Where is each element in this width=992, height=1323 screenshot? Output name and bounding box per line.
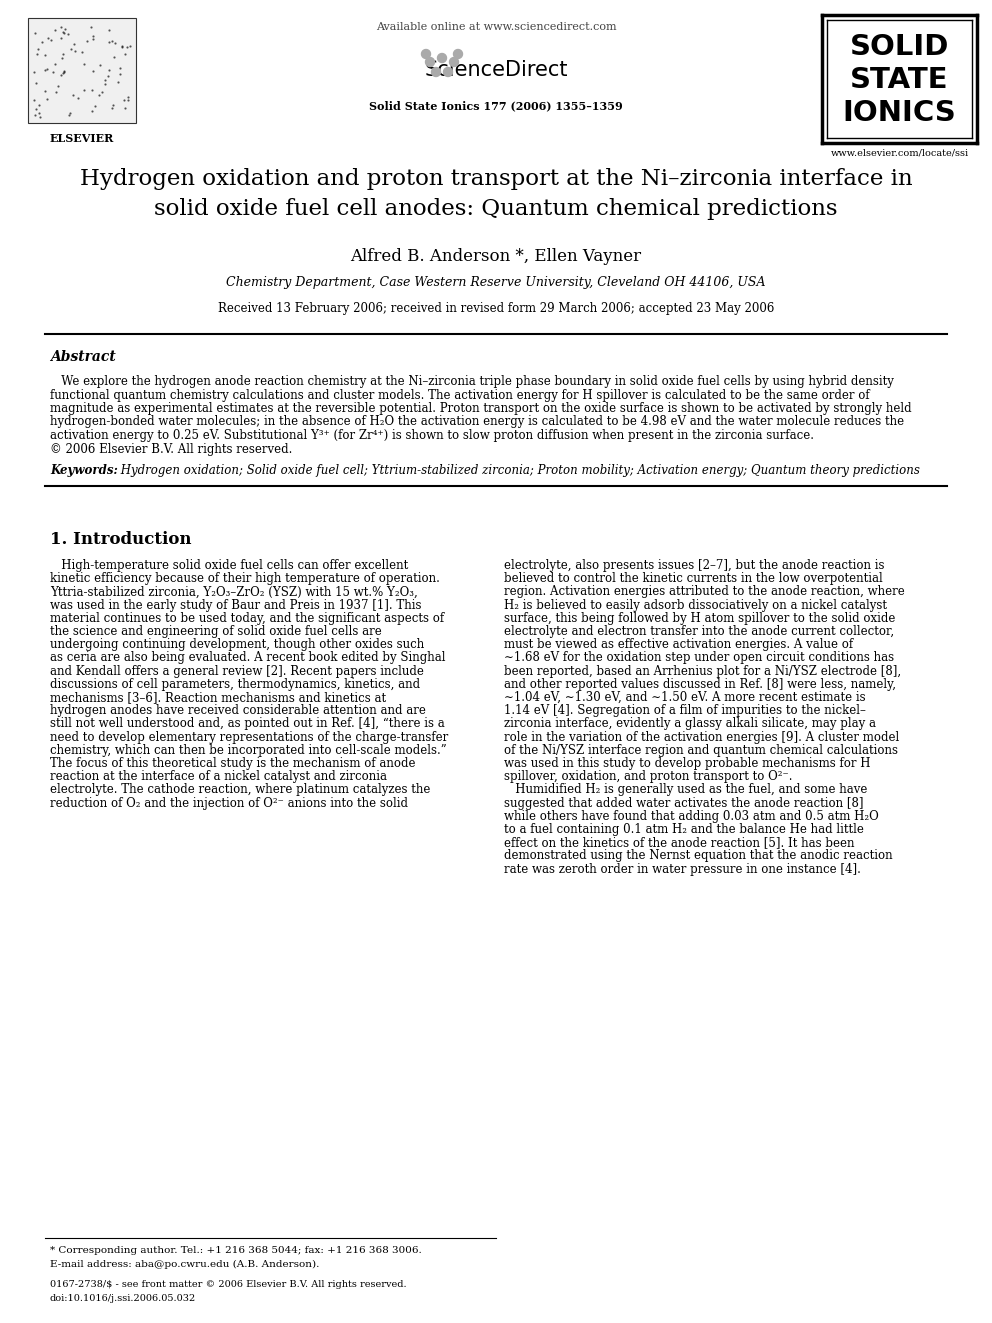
Text: © 2006 Elsevier B.V. All rights reserved.: © 2006 Elsevier B.V. All rights reserved… bbox=[50, 442, 293, 455]
Text: and other reported values discussed in Ref. [8] were less, namely,: and other reported values discussed in R… bbox=[504, 677, 896, 691]
Text: High-temperature solid oxide fuel cells can offer excellent: High-temperature solid oxide fuel cells … bbox=[50, 560, 409, 572]
Text: electrolyte, also presents issues [2–7], but the anode reaction is: electrolyte, also presents issues [2–7],… bbox=[504, 560, 885, 572]
Text: mechanisms [3–6]. Reaction mechanisms and kinetics at: mechanisms [3–6]. Reaction mechanisms an… bbox=[50, 691, 386, 704]
Text: reaction at the interface of a nickel catalyst and zirconia: reaction at the interface of a nickel ca… bbox=[50, 770, 387, 783]
Text: 1. Introduction: 1. Introduction bbox=[50, 531, 191, 548]
Text: Received 13 February 2006; received in revised form 29 March 2006; accepted 23 M: Received 13 February 2006; received in r… bbox=[218, 302, 774, 315]
Text: surface, this being followed by H atom spillover to the solid oxide: surface, this being followed by H atom s… bbox=[504, 611, 896, 624]
Circle shape bbox=[449, 57, 458, 66]
Text: Available online at www.sciencedirect.com: Available online at www.sciencedirect.co… bbox=[376, 22, 616, 32]
Text: still not well understood and, as pointed out in Ref. [4], “there is a: still not well understood and, as pointe… bbox=[50, 717, 444, 730]
Text: was used in the early study of Baur and Preis in 1937 [1]. This: was used in the early study of Baur and … bbox=[50, 598, 422, 611]
Circle shape bbox=[443, 67, 452, 77]
Text: the science and engineering of solid oxide fuel cells are: the science and engineering of solid oxi… bbox=[50, 624, 382, 638]
Text: while others have found that adding 0.03 atm and 0.5 atm H₂O: while others have found that adding 0.03… bbox=[504, 810, 879, 823]
Text: Abstract: Abstract bbox=[50, 351, 116, 364]
Text: activation energy to 0.25 eV. Substitutional Y³⁺ (for Zr⁴⁺) is shown to slow pro: activation energy to 0.25 eV. Substituti… bbox=[50, 429, 814, 442]
Text: Solid State Ionics 177 (2006) 1355–1359: Solid State Ionics 177 (2006) 1355–1359 bbox=[369, 101, 623, 111]
Text: SOLID: SOLID bbox=[850, 33, 949, 61]
Text: role in the variation of the activation energies [9]. A cluster model: role in the variation of the activation … bbox=[504, 730, 900, 744]
Text: Humidified H₂ is generally used as the fuel, and some have: Humidified H₂ is generally used as the f… bbox=[504, 783, 867, 796]
Text: discussions of cell parameters, thermodynamics, kinetics, and: discussions of cell parameters, thermody… bbox=[50, 677, 421, 691]
Text: of the Ni/YSZ interface region and quantum chemical calculations: of the Ni/YSZ interface region and quant… bbox=[504, 744, 898, 757]
Text: chemistry, which can then be incorporated into cell-scale models.”: chemistry, which can then be incorporate… bbox=[50, 744, 446, 757]
Bar bbox=[28, 19, 136, 123]
Text: Keywords:: Keywords: bbox=[50, 464, 118, 478]
Text: electrolyte and electron transfer into the anode current collector,: electrolyte and electron transfer into t… bbox=[504, 624, 894, 638]
Text: Yttria-stabilized zirconia, Y₂O₃–ZrO₂ (YSZ) with 15 wt.% Y₂O₃,: Yttria-stabilized zirconia, Y₂O₃–ZrO₂ (Y… bbox=[50, 585, 418, 598]
Text: spillover, oxidation, and proton transport to O²⁻.: spillover, oxidation, and proton transpo… bbox=[504, 770, 793, 783]
Text: demonstrated using the Nernst equation that the anodic reaction: demonstrated using the Nernst equation t… bbox=[504, 849, 893, 863]
Text: * Corresponding author. Tel.: +1 216 368 5044; fax: +1 216 368 3006.: * Corresponding author. Tel.: +1 216 368… bbox=[50, 1246, 422, 1256]
Text: rate was zeroth order in water pressure in one instance [4].: rate was zeroth order in water pressure … bbox=[504, 863, 861, 876]
Text: been reported, based an Arrhenius plot for a Ni/YSZ electrode [8],: been reported, based an Arrhenius plot f… bbox=[504, 664, 901, 677]
Text: ScienceDirect: ScienceDirect bbox=[425, 60, 567, 79]
Text: solid oxide fuel cell anodes: Quantum chemical predictions: solid oxide fuel cell anodes: Quantum ch… bbox=[154, 198, 838, 220]
Circle shape bbox=[453, 49, 462, 58]
Circle shape bbox=[437, 53, 446, 62]
Text: region. Activation energies attributed to the anode reaction, where: region. Activation energies attributed t… bbox=[504, 585, 905, 598]
Text: must be viewed as effective activation energies. A value of: must be viewed as effective activation e… bbox=[504, 638, 853, 651]
Circle shape bbox=[422, 49, 431, 58]
Text: The focus of this theoretical study is the mechanism of anode: The focus of this theoretical study is t… bbox=[50, 757, 416, 770]
Text: H₂ is believed to easily adsorb dissociatively on a nickel catalyst: H₂ is believed to easily adsorb dissocia… bbox=[504, 598, 887, 611]
Text: to a fuel containing 0.1 atm H₂ and the balance He had little: to a fuel containing 0.1 atm H₂ and the … bbox=[504, 823, 864, 836]
Text: material continues to be used today, and the significant aspects of: material continues to be used today, and… bbox=[50, 611, 444, 624]
Text: magnitude as experimental estimates at the reversible potential. Proton transpor: magnitude as experimental estimates at t… bbox=[50, 402, 912, 415]
Text: Hydrogen oxidation; Solid oxide fuel cell; Yttrium-stabilized zirconia; Proton m: Hydrogen oxidation; Solid oxide fuel cel… bbox=[117, 464, 920, 478]
Text: effect on the kinetics of the anode reaction [5]. It has been: effect on the kinetics of the anode reac… bbox=[504, 836, 854, 849]
Text: IONICS: IONICS bbox=[842, 99, 956, 127]
Text: Chemistry Department, Case Western Reserve University, Cleveland OH 44106, USA: Chemistry Department, Case Western Reser… bbox=[226, 277, 766, 288]
Text: as ceria are also being evaluated. A recent book edited by Singhal: as ceria are also being evaluated. A rec… bbox=[50, 651, 445, 664]
Text: functional quantum chemistry calculations and cluster models. The activation ene: functional quantum chemistry calculation… bbox=[50, 389, 870, 401]
Text: 0167-2738/$ - see front matter © 2006 Elsevier B.V. All rights reserved.: 0167-2738/$ - see front matter © 2006 El… bbox=[50, 1279, 407, 1289]
Text: Hydrogen oxidation and proton transport at the Ni–zirconia interface in: Hydrogen oxidation and proton transport … bbox=[79, 168, 913, 191]
Text: kinetic efficiency because of their high temperature of operation.: kinetic efficiency because of their high… bbox=[50, 573, 439, 585]
Circle shape bbox=[432, 67, 440, 77]
Text: hydrogen-bonded water molecules; in the absence of H₂O the activation energy is : hydrogen-bonded water molecules; in the … bbox=[50, 415, 904, 429]
Text: electrolyte. The cathode reaction, where platinum catalyzes the: electrolyte. The cathode reaction, where… bbox=[50, 783, 431, 796]
Text: www.elsevier.com/locate/ssi: www.elsevier.com/locate/ssi bbox=[830, 149, 968, 157]
Text: ELSEVIER: ELSEVIER bbox=[50, 134, 114, 144]
Text: reduction of O₂ and the injection of O²⁻ anions into the solid: reduction of O₂ and the injection of O²⁻… bbox=[50, 796, 408, 810]
Text: STATE: STATE bbox=[850, 66, 948, 94]
Text: We explore the hydrogen anode reaction chemistry at the Ni–zirconia triple phase: We explore the hydrogen anode reaction c… bbox=[50, 374, 894, 388]
Text: was used in this study to develop probable mechanisms for H: was used in this study to develop probab… bbox=[504, 757, 871, 770]
Text: ∼1.68 eV for the oxidation step under open circuit conditions has: ∼1.68 eV for the oxidation step under op… bbox=[504, 651, 894, 664]
Text: believed to control the kinetic currents in the low overpotential: believed to control the kinetic currents… bbox=[504, 573, 883, 585]
Text: undergoing continuing development, though other oxides such: undergoing continuing development, thoug… bbox=[50, 638, 425, 651]
Text: need to develop elementary representations of the charge-transfer: need to develop elementary representatio… bbox=[50, 730, 448, 744]
Text: suggested that added water activates the anode reaction [8]: suggested that added water activates the… bbox=[504, 796, 863, 810]
Text: doi:10.1016/j.ssi.2006.05.032: doi:10.1016/j.ssi.2006.05.032 bbox=[50, 1294, 196, 1303]
Text: and Kendall offers a general review [2]. Recent papers include: and Kendall offers a general review [2].… bbox=[50, 664, 424, 677]
Text: 1.14 eV [4]. Segregation of a film of impurities to the nickel–: 1.14 eV [4]. Segregation of a film of im… bbox=[504, 704, 866, 717]
Text: zirconia interface, evidently a glassy alkali silicate, may play a: zirconia interface, evidently a glassy a… bbox=[504, 717, 876, 730]
Text: hydrogen anodes have received considerable attention and are: hydrogen anodes have received considerab… bbox=[50, 704, 426, 717]
Text: Alfred B. Anderson *, Ellen Vayner: Alfred B. Anderson *, Ellen Vayner bbox=[350, 247, 642, 265]
Text: ∼1.04 eV, ∼1.30 eV, and ∼1.50 eV. A more recent estimate is: ∼1.04 eV, ∼1.30 eV, and ∼1.50 eV. A more… bbox=[504, 691, 866, 704]
Text: E-mail address: aba@po.cwru.edu (A.B. Anderson).: E-mail address: aba@po.cwru.edu (A.B. An… bbox=[50, 1259, 319, 1269]
Circle shape bbox=[426, 57, 434, 66]
